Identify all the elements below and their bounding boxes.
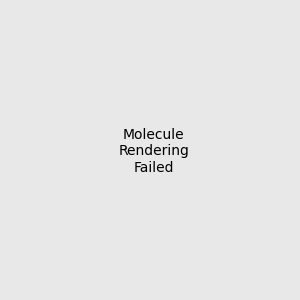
Text: Molecule
Rendering
Failed: Molecule Rendering Failed [118, 128, 189, 175]
